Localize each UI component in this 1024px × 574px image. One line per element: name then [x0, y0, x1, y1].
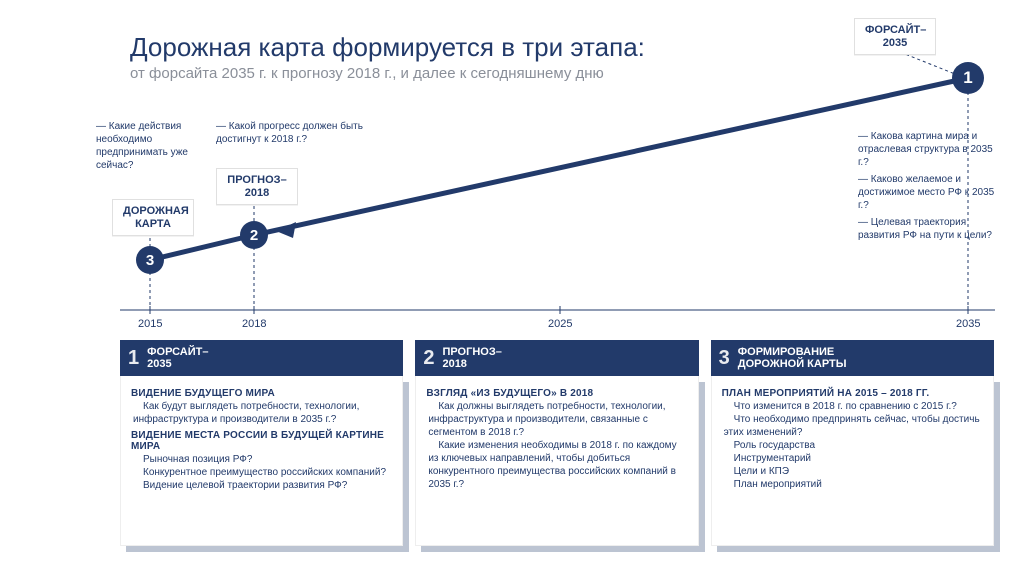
card-body: ВЗГЛЯД «ИЗ БУДУЩЕГО» В 2018Как должны вы…: [415, 376, 698, 546]
card-body: ПЛАН МЕРОПРИЯТИЙ НА 2015 – 2018 ГГ.Что и…: [711, 376, 994, 546]
axis-label-2018: 2018: [242, 318, 266, 330]
card-2: 2 ПРОГНОЗ–2018 ВЗГЛЯД «ИЗ БУДУЩЕГО» В 2018…: [415, 340, 698, 546]
card-item: Видение целевой траектории развития РФ?: [131, 479, 392, 492]
card-head-label: ФОРСАЙТ–2035: [147, 346, 208, 370]
card-head: 2 ПРОГНОЗ–2018: [415, 340, 698, 376]
node-3: 3: [136, 246, 164, 274]
axis-label-2035: 2035: [956, 318, 980, 330]
card-item: Что изменится в 2018 г. по сравнению с 2…: [722, 400, 983, 413]
card-head-label: ПРОГНОЗ–2018: [442, 346, 501, 370]
flag-foresight-2035: ФОРСАЙТ– 2035: [854, 18, 936, 55]
card-item: Какие изменения необходимы в 2018 г. по …: [426, 439, 687, 491]
axis-label-2015: 2015: [138, 318, 162, 330]
flag-roadmap: ДОРОЖНАЯ КАРТА: [112, 199, 194, 236]
card-section-title: ВИДЕНИЕ БУДУЩЕГО МИРА: [131, 388, 392, 399]
node-1: 1: [952, 62, 984, 94]
card-section-title: ПЛАН МЕРОПРИЯТИЙ НА 2015 – 2018 ГГ.: [722, 388, 983, 399]
axis-label-2025: 2025: [548, 318, 572, 330]
card-head-num: 3: [719, 347, 730, 370]
card-head-num: 1: [128, 347, 139, 370]
annotation-node2: Какой прогресс должен быть достигнут к 2…: [216, 120, 366, 146]
card-body: ВИДЕНИЕ БУДУЩЕГО МИРАКак будут выглядеть…: [120, 376, 403, 546]
card-item: Как будут выглядеть потребности, техноло…: [131, 400, 392, 426]
card-item: Что необходимо предпринять сейчас, чтобы…: [722, 413, 983, 439]
card-head: 3 ФОРМИРОВАНИЕДОРОЖНОЙ КАРТЫ: [711, 340, 994, 376]
card-1: 1 ФОРСАЙТ–2035 ВИДЕНИЕ БУДУЩЕГО МИРАКак бу…: [120, 340, 403, 546]
card-head: 1 ФОРСАЙТ–2035: [120, 340, 403, 376]
card-item: Как должны выглядеть потребности, технол…: [426, 400, 687, 439]
card-item: Рыночная позиция РФ?: [131, 453, 392, 466]
card-3: 3 ФОРМИРОВАНИЕДОРОЖНОЙ КАРТЫ ПЛАН МЕРОПРИЯ…: [711, 340, 994, 546]
annotation-node1: Какова картина мира и отраслевая структу…: [858, 130, 998, 242]
cards-row: 1 ФОРСАЙТ–2035 ВИДЕНИЕ БУДУЩЕГО МИРАКак бу…: [120, 340, 994, 546]
annotation-node3: Какие действия необходимо предпринимать …: [96, 120, 206, 172]
card-head-num: 2: [423, 347, 434, 370]
card-head-label: ФОРМИРОВАНИЕДОРОЖНОЙ КАРТЫ: [738, 346, 847, 370]
flag-forecast-2018: ПРОГНОЗ– 2018: [216, 168, 298, 205]
card-item: Инструментарий: [722, 452, 983, 465]
card-item: План мероприятий: [722, 478, 983, 491]
card-item: Конкурентное преимущество российских ком…: [131, 466, 392, 479]
card-section-title: ВЗГЛЯД «ИЗ БУДУЩЕГО» В 2018: [426, 388, 687, 399]
card-item: Роль государства: [722, 439, 983, 452]
card-section-title: ВИДЕНИЕ МЕСТА РОССИИ В БУДУЩЕЙ КАРТИНЕ М…: [131, 430, 392, 452]
card-item: Цели и КПЭ: [722, 465, 983, 478]
node-2: 2: [240, 221, 268, 249]
